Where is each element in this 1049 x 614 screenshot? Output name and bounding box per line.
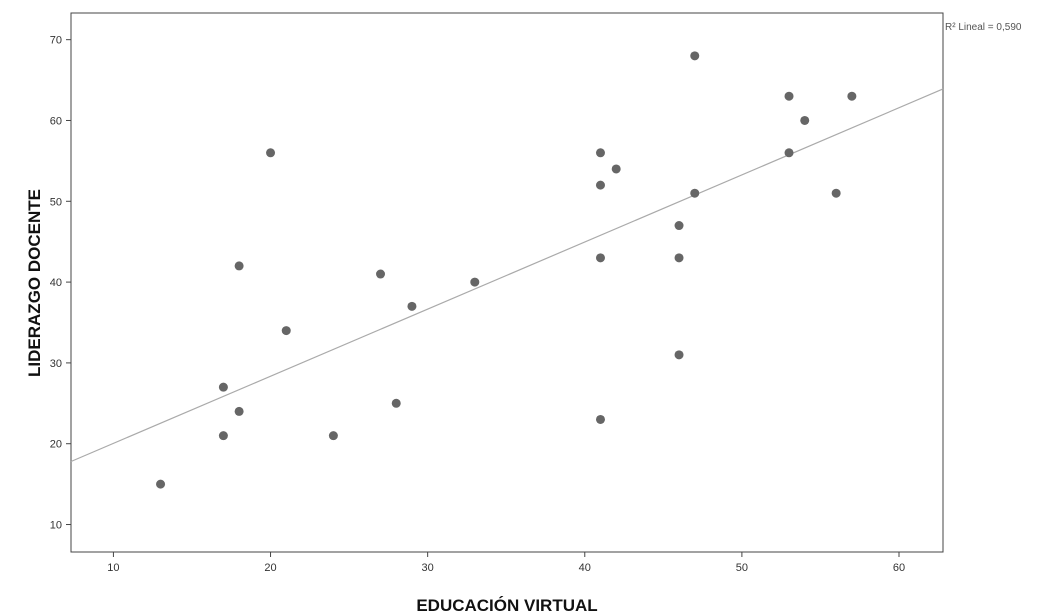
data-point: [218, 431, 228, 441]
data-point: [376, 269, 386, 279]
y-tick-label: 40: [50, 277, 62, 289]
data-point: [407, 301, 417, 311]
x-axis-title: EDUCACIÓN VIRTUAL: [416, 596, 597, 614]
data-point: [218, 382, 228, 392]
data-point: [266, 148, 276, 158]
x-tick-label: 20: [264, 562, 276, 574]
x-tick-label: 10: [107, 562, 119, 574]
data-point: [674, 350, 684, 360]
x-axis-ticks: 10 20 30 40 50 60: [107, 552, 905, 574]
data-point: [595, 414, 605, 424]
data-point: [800, 115, 810, 125]
y-tick-label: 20: [50, 439, 62, 451]
data-point: [784, 91, 794, 101]
data-point: [391, 398, 401, 408]
data-point: [234, 261, 244, 271]
data-point: [470, 277, 480, 287]
data-point: [156, 479, 166, 489]
data-point: [611, 164, 621, 174]
y-tick-label: 50: [50, 196, 62, 208]
data-point: [847, 91, 857, 101]
data-point: [595, 253, 605, 263]
data-point: [831, 188, 841, 198]
data-points: [156, 51, 857, 489]
data-point: [328, 431, 338, 441]
y-axis-ticks: 10 20 30 40 50 60 70: [50, 35, 71, 532]
y-tick-label: 70: [50, 35, 62, 47]
data-point: [690, 51, 700, 61]
plot-area: [70, 12, 944, 553]
data-point: [281, 326, 291, 336]
y-tick-label: 60: [50, 115, 62, 127]
y-tick-label: 30: [50, 358, 62, 370]
fit-line-label: R² Lineal = 0,590: [945, 22, 1022, 33]
x-tick-label: 60: [893, 562, 905, 574]
x-tick-label: 50: [736, 562, 748, 574]
y-tick-label: 10: [50, 520, 62, 532]
data-point: [234, 406, 244, 416]
fit-line: [70, 88, 944, 463]
data-point: [784, 148, 794, 158]
y-axis-title: LIDERAZGO DOCENTE: [25, 189, 44, 377]
data-point: [674, 253, 684, 263]
x-tick-label: 40: [579, 562, 591, 574]
data-point: [674, 221, 684, 231]
data-point: [595, 180, 605, 190]
data-point: [690, 188, 700, 198]
data-point: [595, 148, 605, 158]
x-tick-label: 30: [422, 562, 434, 574]
